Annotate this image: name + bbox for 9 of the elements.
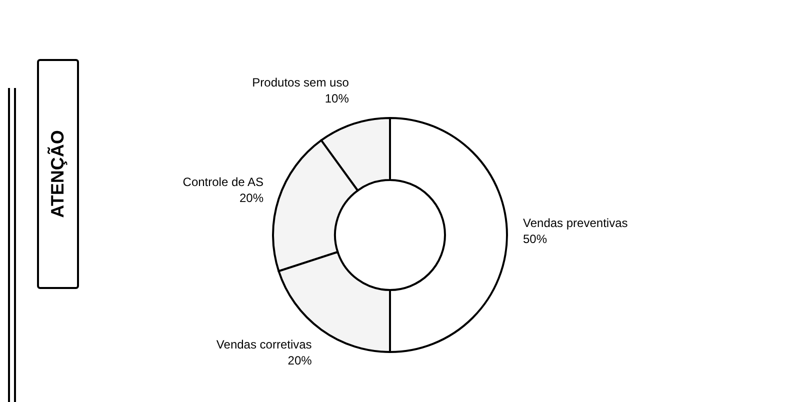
data-label: 20% [239, 190, 264, 205]
slice-label: Vendas corretivas [216, 338, 312, 352]
data-label: 10% [324, 92, 350, 106]
data-label: 50% [523, 232, 548, 246]
slice-label: Produtos sem uso [252, 76, 350, 90]
warning-sign: ATENÇÃO [37, 59, 79, 289]
slice-label: Controle de AS [182, 174, 264, 189]
data-label: 20% [288, 354, 312, 368]
slice-label: Vendas preventivas [523, 216, 628, 230]
